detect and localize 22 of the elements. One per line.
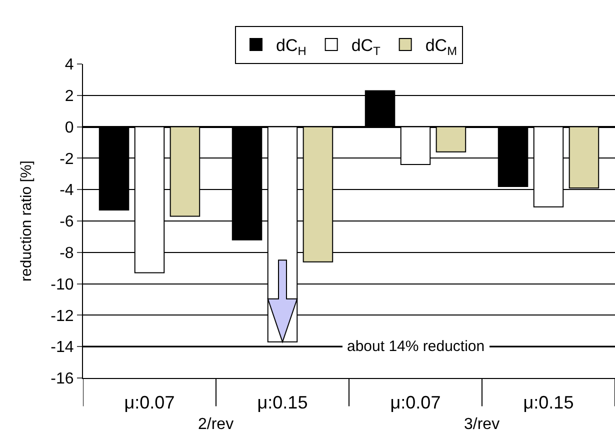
legend-label: dC$_{H}$ (276, 36, 306, 58)
y-tick-label: -14 (50, 339, 74, 356)
y-tick-label: -4 (60, 182, 74, 200)
y-tick-label: -12 (50, 308, 74, 325)
y-tick-label: 4 (64, 56, 74, 74)
x-tick-label: μ:0.15 (257, 392, 308, 413)
ref-line-label: about 14% reduction (347, 338, 485, 355)
y-tick-label: -10 (50, 276, 74, 294)
y-tick-label: -8 (60, 245, 74, 262)
y-tick-label: -16 (50, 370, 74, 388)
legend-label: dC$_{T}$ (351, 36, 380, 58)
y-tick-label: -6 (60, 214, 74, 231)
x-tick-label: μ:0.15 (523, 392, 574, 413)
y-axis-title: reduction ratio [%] (18, 160, 35, 282)
y-tick-label: 2 (64, 88, 74, 105)
y-tick-label: -2 (60, 150, 74, 168)
text: 3/rev (464, 416, 500, 433)
x-tick-label: μ:0.07 (124, 392, 175, 413)
text: 2/rev (198, 416, 234, 433)
x-tick-label: μ:0.07 (390, 392, 441, 413)
y-tick-label: 0 (64, 119, 74, 136)
legend-label: dC$_{M}$ (425, 36, 457, 58)
